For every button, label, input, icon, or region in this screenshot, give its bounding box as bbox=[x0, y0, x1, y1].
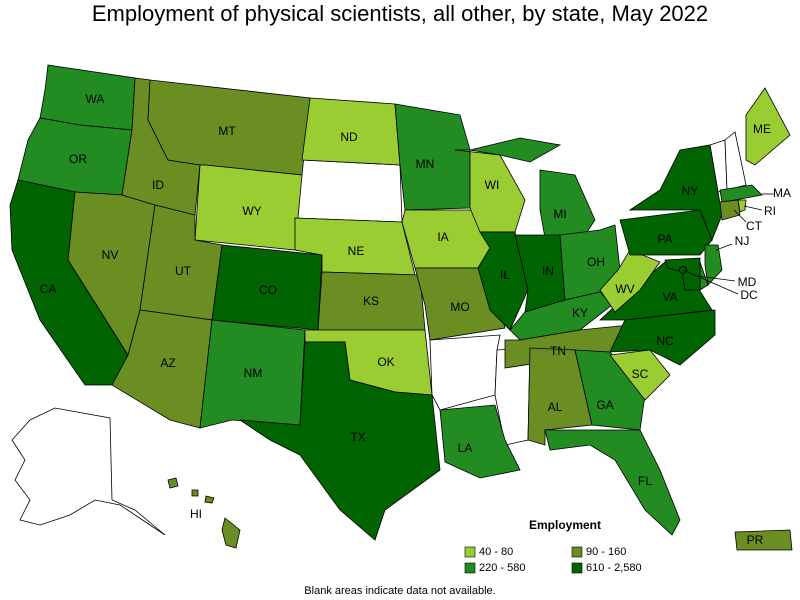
legend-swatch bbox=[571, 562, 583, 574]
leader-line bbox=[743, 205, 763, 211]
leader-line bbox=[682, 269, 739, 295]
state-shape bbox=[734, 529, 793, 551]
state-label: MO bbox=[450, 300, 469, 314]
state-label: PR bbox=[747, 533, 764, 547]
state-label: ME bbox=[753, 122, 771, 136]
state-label: NV bbox=[102, 248, 119, 262]
legend-label: 220 - 580 bbox=[479, 562, 525, 574]
state-label: NC bbox=[656, 334, 674, 348]
state-label: VA bbox=[662, 290, 677, 304]
state-label: DC bbox=[740, 288, 758, 302]
state-label: NE bbox=[348, 244, 365, 258]
state-label: IN bbox=[542, 264, 554, 278]
state-label: GA bbox=[596, 398, 613, 412]
state-shape bbox=[609, 349, 671, 401]
state-label: CA bbox=[40, 282, 57, 296]
state-no-data bbox=[11, 407, 166, 536]
legend-label: 90 - 160 bbox=[586, 546, 626, 558]
state-label: MN bbox=[416, 157, 435, 171]
no-data-states bbox=[11, 131, 747, 536]
state-shape bbox=[194, 164, 303, 251]
state-label: ND bbox=[340, 130, 358, 144]
state-label: AL bbox=[548, 400, 563, 414]
state-shape bbox=[704, 244, 723, 286]
map-title: Employment of physical scientists, all o… bbox=[92, 1, 708, 26]
state-label: LA bbox=[458, 441, 473, 455]
leader-line bbox=[697, 275, 736, 282]
state-label: RI bbox=[764, 204, 776, 218]
state-label: TN bbox=[550, 344, 566, 358]
state-shape bbox=[664, 257, 701, 291]
state-no-data bbox=[429, 334, 501, 411]
state-label: UT bbox=[175, 264, 192, 278]
state-label: OK bbox=[377, 355, 394, 369]
state-label: MT bbox=[218, 124, 236, 138]
legend-label: 610 - 2,580 bbox=[586, 562, 642, 574]
state-label: NJ bbox=[735, 234, 750, 248]
state-label: WA bbox=[86, 92, 105, 106]
state-label: NY bbox=[682, 184, 699, 198]
state-label: OH bbox=[587, 255, 605, 269]
leader-line bbox=[715, 243, 733, 251]
state-label: MI bbox=[553, 207, 566, 221]
state-label: WV bbox=[615, 282, 634, 296]
state-no-data bbox=[294, 159, 403, 223]
state-shape bbox=[599, 249, 661, 313]
state-label: KY bbox=[572, 306, 588, 320]
state-label: ID bbox=[152, 178, 164, 192]
state-shape bbox=[745, 87, 791, 166]
state-label: MA bbox=[773, 186, 791, 200]
state-shape bbox=[167, 477, 241, 549]
state-label: IA bbox=[437, 230, 448, 244]
state-shape bbox=[239, 341, 441, 541]
state-label: TX bbox=[350, 430, 365, 444]
state-shape bbox=[628, 144, 723, 242]
legend-swatch bbox=[464, 546, 476, 558]
state-no-data bbox=[724, 131, 747, 191]
state-label: CT bbox=[746, 219, 763, 233]
state-label: PA bbox=[657, 232, 672, 246]
state-label: HI bbox=[190, 507, 202, 521]
footnote: Blank areas indicate data not available. bbox=[304, 585, 495, 597]
state-label: WY bbox=[242, 204, 261, 218]
state-label: AZ bbox=[160, 356, 175, 370]
state-shape bbox=[439, 404, 521, 479]
legend-label: 40 - 80 bbox=[479, 546, 513, 558]
state-label: SC bbox=[632, 367, 649, 381]
state-shape bbox=[719, 184, 763, 203]
state-label: KS bbox=[363, 294, 379, 308]
state-label: CO bbox=[259, 283, 277, 297]
legend-swatch bbox=[571, 546, 583, 558]
legend-title: Employment bbox=[529, 518, 601, 532]
state-label: WI bbox=[485, 178, 500, 192]
legend-swatch bbox=[464, 562, 476, 574]
state-label: NM bbox=[244, 366, 263, 380]
state-shape bbox=[574, 349, 646, 431]
state-label: FL bbox=[638, 474, 652, 488]
state-shape bbox=[737, 199, 747, 213]
state-label: MD bbox=[738, 275, 757, 289]
leader-line bbox=[733, 209, 747, 223]
state-shape bbox=[544, 429, 681, 536]
state-label: OR bbox=[69, 152, 87, 166]
state-shape bbox=[719, 199, 741, 221]
state-label: IL bbox=[500, 268, 510, 282]
